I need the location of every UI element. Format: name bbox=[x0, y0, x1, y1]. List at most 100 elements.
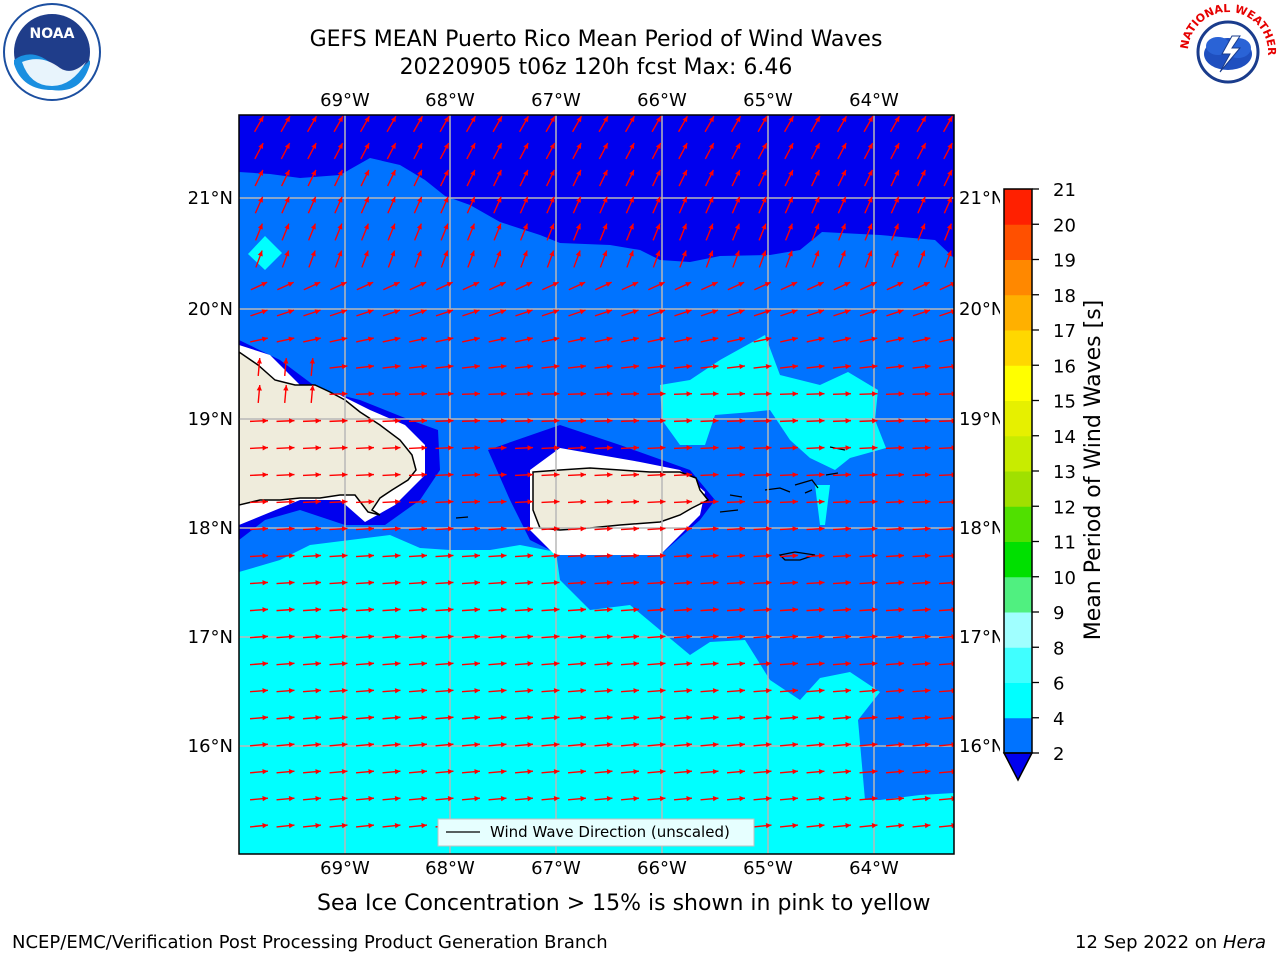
wave-direction-arrowhead bbox=[633, 391, 639, 397]
wave-direction-arrowhead bbox=[421, 391, 427, 397]
wave-direction-arrowhead bbox=[310, 223, 316, 230]
wave-direction-arrowhead bbox=[315, 769, 321, 775]
wave-direction-arrowhead bbox=[580, 526, 586, 532]
wave-direction-arrowhead bbox=[606, 661, 613, 667]
wave-direction-arrowhead bbox=[712, 391, 719, 397]
wave-direction-arrowhead bbox=[788, 116, 794, 123]
wave-direction-arrowhead bbox=[818, 769, 825, 775]
wave-direction-arrowhead bbox=[818, 553, 825, 559]
wave-direction-arrowhead bbox=[871, 823, 878, 829]
wave-direction-arrowhead bbox=[791, 309, 798, 315]
wave-direction-arrowhead bbox=[845, 823, 851, 829]
wave-direction-arrowhead bbox=[553, 607, 560, 613]
wave-direction-arrowhead bbox=[527, 634, 533, 640]
wave-direction-arrowhead bbox=[898, 553, 904, 559]
lon-label-top: 67°W bbox=[531, 90, 581, 111]
wave-direction-arrowhead bbox=[606, 472, 613, 478]
wave-direction-arrowhead bbox=[606, 499, 613, 505]
wave-direction-arrowhead bbox=[394, 634, 401, 640]
wave-direction-arrowhead bbox=[818, 580, 825, 586]
wave-direction-arrowhead bbox=[845, 445, 851, 451]
wave-direction-arrowhead bbox=[394, 363, 401, 370]
wave-direction-arrowhead bbox=[739, 472, 745, 478]
colorbar-block bbox=[1004, 365, 1032, 401]
wave-direction-arrowhead bbox=[523, 196, 528, 203]
wave-direction-arrowhead bbox=[739, 499, 745, 505]
wave-direction-arrowhead bbox=[421, 796, 427, 802]
wave-direction-arrowhead bbox=[474, 418, 480, 424]
colorbar-tick-label: 20 bbox=[1053, 215, 1076, 236]
wave-direction-arrowhead bbox=[924, 742, 931, 748]
wave-direction-arrowhead bbox=[602, 143, 608, 150]
wave-direction-arrowhead bbox=[527, 607, 533, 613]
lon-label-bottom: 68°W bbox=[425, 858, 475, 879]
wave-direction-arrowhead bbox=[500, 607, 507, 613]
wave-direction-arrowhead bbox=[761, 169, 767, 176]
wave-direction-arrowhead bbox=[527, 796, 533, 802]
wave-direction-arrowhead bbox=[818, 661, 825, 667]
wave-direction-arrowhead bbox=[867, 169, 873, 176]
wave-direction-arrowhead bbox=[629, 143, 635, 150]
wave-direction-arrowhead bbox=[443, 250, 449, 257]
wave-direction-arrowhead bbox=[311, 196, 316, 203]
wave-direction-arrowhead bbox=[765, 526, 772, 532]
wave-direction-arrowhead bbox=[421, 472, 427, 478]
wave-direction-arrowhead bbox=[765, 688, 772, 694]
wave-direction-arrowhead bbox=[686, 445, 692, 451]
wave-direction-arrowhead bbox=[257, 223, 263, 230]
wave-direction-arrowhead bbox=[579, 282, 586, 287]
wave-direction-arrowhead bbox=[500, 553, 507, 559]
wave-direction-arrowhead bbox=[447, 688, 454, 694]
wave-direction-arrowhead bbox=[315, 418, 321, 424]
wave-direction-arrowhead bbox=[470, 116, 476, 123]
wave-direction-arrowhead bbox=[522, 223, 528, 230]
wave-direction-arrowhead bbox=[655, 116, 661, 123]
wave-direction-arrowhead bbox=[659, 363, 666, 370]
lat-label-left: 21°N bbox=[188, 188, 233, 209]
wave-direction-arrowhead bbox=[443, 116, 449, 123]
wave-direction-arrowhead bbox=[712, 715, 719, 721]
wave-direction-arrowhead bbox=[364, 196, 369, 203]
lat-label-left: 18°N bbox=[188, 518, 233, 539]
wave-direction-arrowhead bbox=[924, 363, 931, 370]
wave-direction-arrowhead bbox=[393, 282, 400, 287]
wave-direction-arrowhead bbox=[470, 143, 476, 150]
period-4-6-east-region bbox=[660, 335, 886, 470]
wave-direction-arrowhead bbox=[682, 143, 688, 150]
wave-direction-arrowhead bbox=[606, 715, 613, 721]
wave-direction-arrowhead bbox=[368, 742, 374, 748]
wave-direction-arrowhead bbox=[580, 634, 586, 640]
wave-direction-arrowhead bbox=[845, 580, 851, 586]
wave-direction-arrowhead bbox=[394, 553, 401, 559]
lon-label-bottom: 66°W bbox=[637, 858, 687, 879]
wave-direction-arrowhead bbox=[924, 661, 931, 667]
wave-direction-arrowhead bbox=[288, 823, 295, 829]
wave-direction-arrowhead bbox=[708, 143, 714, 150]
wave-direction-arrowhead bbox=[527, 445, 533, 451]
wave-direction-arrowhead bbox=[549, 143, 555, 150]
wave-direction-arrowhead bbox=[898, 823, 904, 829]
wave-direction-arrowhead bbox=[526, 309, 533, 315]
wave-direction-arrowhead bbox=[655, 196, 661, 203]
wave-direction-arrowhead bbox=[739, 661, 745, 667]
wave-direction-arrowhead bbox=[792, 363, 798, 370]
wave-direction-arrowhead bbox=[341, 526, 348, 532]
wave-direction-arrowhead bbox=[659, 715, 666, 721]
wave-direction-arrowhead bbox=[791, 282, 798, 287]
wave-direction-arrowhead bbox=[633, 769, 639, 775]
wave-direction-arrowhead bbox=[394, 309, 401, 315]
noaa-logo-text: NOAA bbox=[30, 26, 75, 42]
wave-direction-arrowhead bbox=[765, 309, 772, 315]
wave-direction-arrowhead bbox=[341, 634, 348, 640]
wave-direction-arrowhead bbox=[739, 796, 745, 802]
wave-direction-arrowhead bbox=[417, 196, 422, 203]
wave-direction-arrowhead bbox=[818, 445, 825, 451]
wave-direction-arrowhead bbox=[527, 715, 533, 721]
wave-direction-arrowhead bbox=[633, 796, 639, 802]
wave-direction-arrowhead bbox=[792, 418, 798, 424]
map-legend: Wind Wave Direction (unscaled) bbox=[437, 818, 755, 847]
nws-logo: NATIONAL WEATHER SERVICE bbox=[1178, 2, 1278, 100]
wave-direction-arrowhead bbox=[712, 796, 719, 802]
wave-direction-arrowhead bbox=[765, 634, 772, 640]
wave-direction-arrowhead bbox=[421, 634, 427, 640]
